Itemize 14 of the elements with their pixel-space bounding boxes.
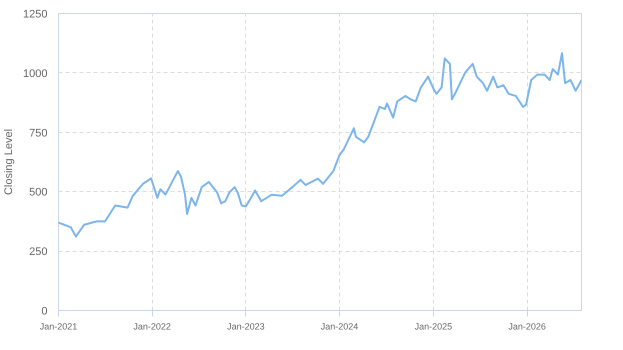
x-tick-label: Jan-2021 <box>40 322 78 332</box>
y-tick-label: 500 <box>29 186 48 199</box>
y-tick-label: 1250 <box>23 8 48 20</box>
x-tick-label: Jan-2023 <box>227 322 265 332</box>
y-tick-label: 750 <box>29 127 48 140</box>
x-tick-label: Jan-2024 <box>320 322 358 332</box>
y-tick-label: 0 <box>41 306 48 318</box>
line-series <box>58 52 582 238</box>
y-tick-label: 1000 <box>23 68 48 80</box>
y-tick-label: 250 <box>29 246 48 258</box>
x-tick-label: Jan-2025 <box>414 322 452 332</box>
x-tick-label: Jan-2022 <box>133 322 171 332</box>
x-tick-label: Jan-2026 <box>508 322 546 332</box>
y-axis-title: Closing Level <box>3 128 16 196</box>
